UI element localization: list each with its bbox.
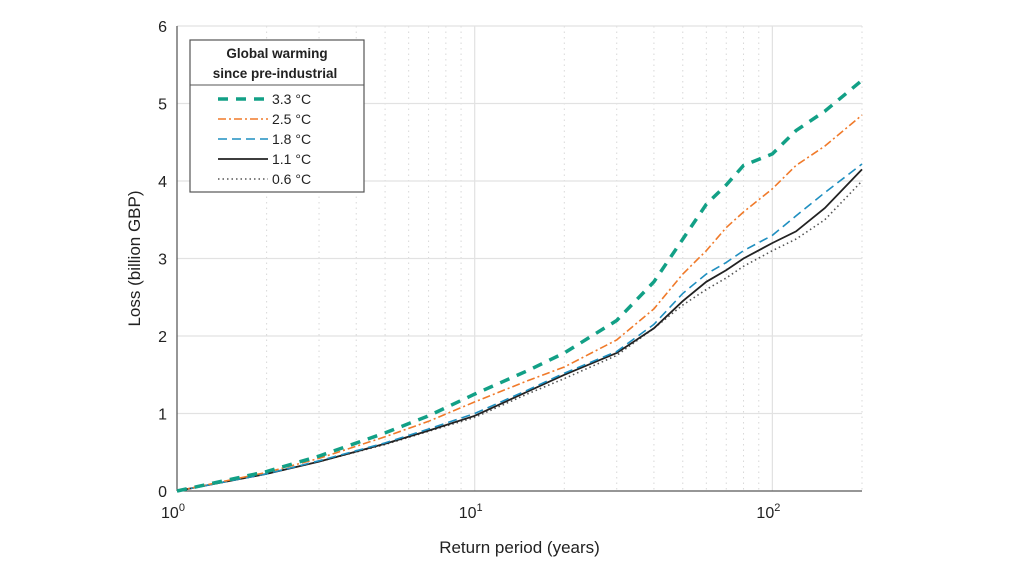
y-tick-label: 0 <box>158 484 167 501</box>
legend-label: 1.8 °C <box>272 131 311 147</box>
x-tick-label: 101 <box>459 502 483 522</box>
legend-title: since pre-industrial <box>213 66 338 81</box>
y-tick-label: 5 <box>158 97 167 114</box>
x-tick-label: 100 <box>161 502 185 522</box>
series-line <box>176 114 863 492</box>
x-tick-label: 102 <box>756 502 780 522</box>
x-axis-label: Return period (years) <box>439 538 600 557</box>
legend-title: Global warming <box>226 46 327 61</box>
series-line <box>176 168 863 492</box>
series-line <box>176 78 864 493</box>
y-tick-label: 1 <box>158 407 167 424</box>
series-line <box>176 163 863 492</box>
y-tick-label: 6 <box>158 19 167 36</box>
legend-label: 0.6 °C <box>272 171 311 187</box>
y-tick-label: 4 <box>158 174 167 191</box>
y-axis-label: Loss (billion GBP) <box>125 190 144 326</box>
legend-label: 3.3 °C <box>272 91 311 107</box>
legend-box <box>189 39 365 193</box>
y-tick-label: 2 <box>158 329 167 346</box>
y-tick-label: 3 <box>158 252 167 269</box>
legend-label: 1.1 °C <box>272 151 311 167</box>
legend-label: 2.5 °C <box>272 111 311 127</box>
